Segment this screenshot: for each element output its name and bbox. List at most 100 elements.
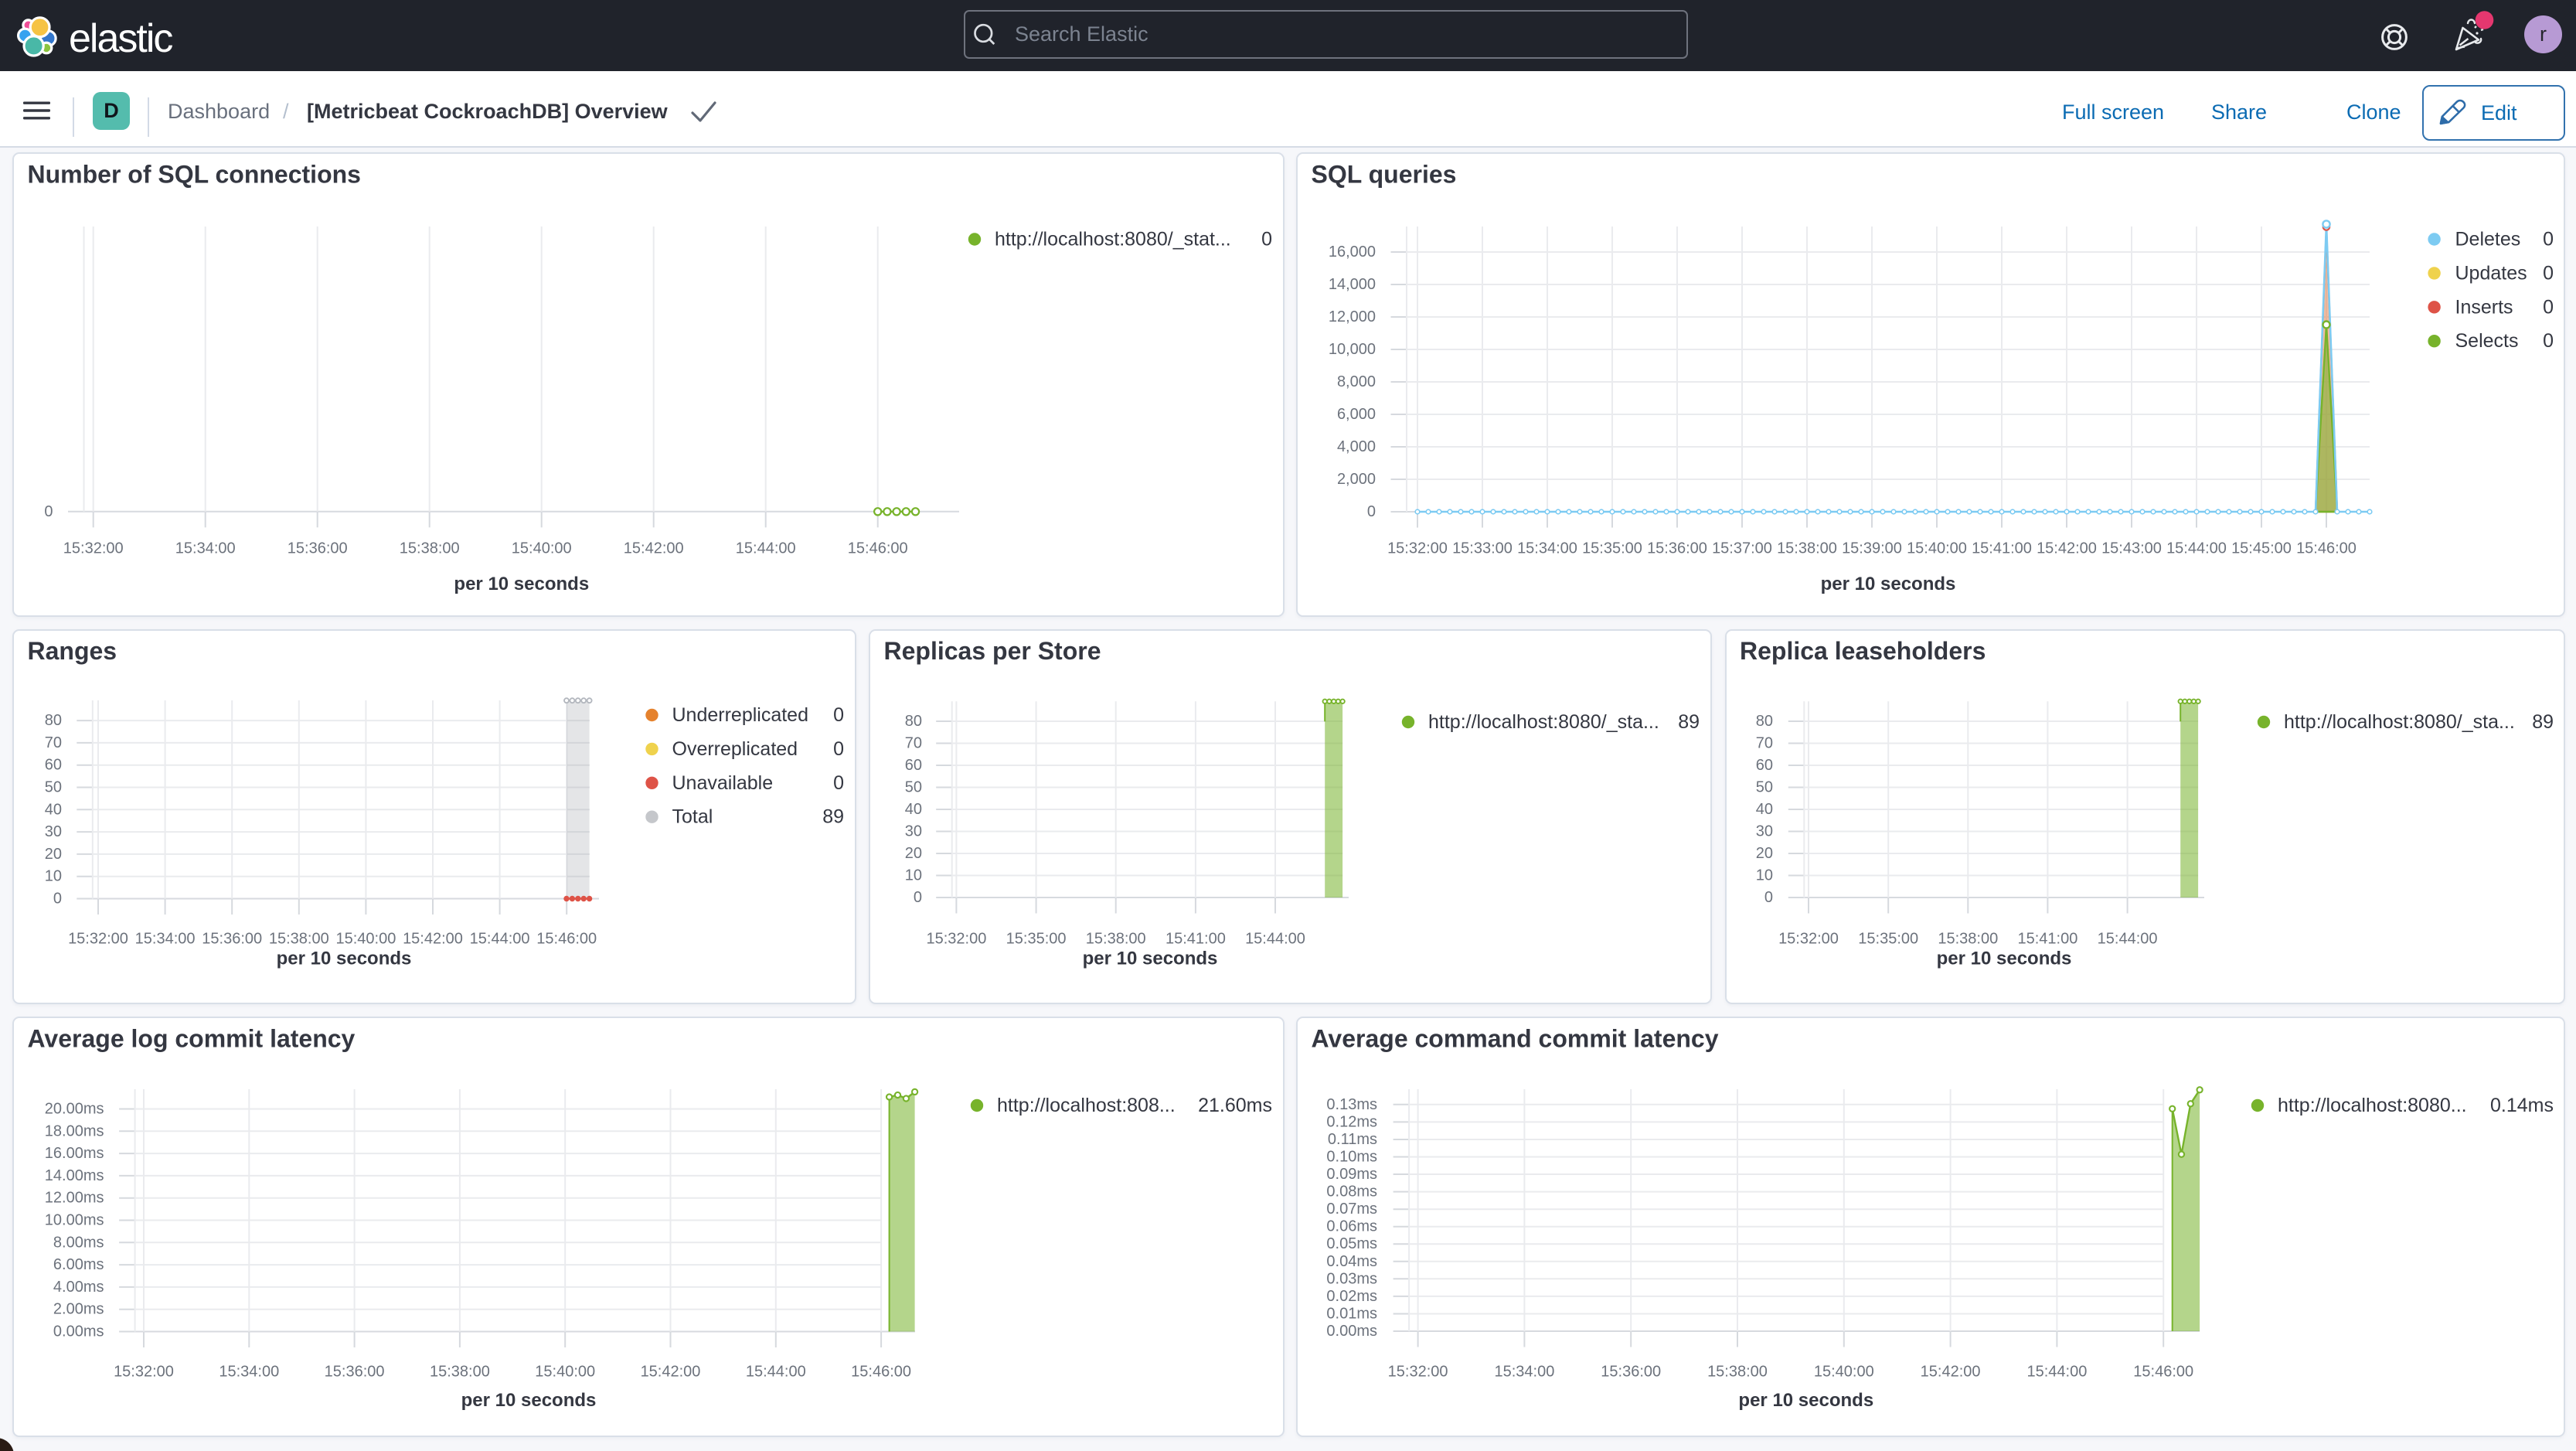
svg-text:15:42:00: 15:42:00 <box>641 1363 701 1380</box>
svg-text:SQL queries: SQL queries <box>1312 161 1457 189</box>
svg-text:15:40:00: 15:40:00 <box>512 540 572 557</box>
svg-text:70: 70 <box>905 735 922 752</box>
svg-text:50: 50 <box>1756 779 1773 796</box>
svg-text:89: 89 <box>1678 711 1700 733</box>
svg-text:0.07ms: 0.07ms <box>1326 1201 1377 1218</box>
svg-text:0.14ms: 0.14ms <box>2490 1095 2554 1116</box>
svg-text:Total: Total <box>672 806 713 828</box>
svg-text:0.03ms: 0.03ms <box>1326 1270 1377 1287</box>
svg-text:15:44:00: 15:44:00 <box>470 931 530 948</box>
svg-text:12,000: 12,000 <box>1329 308 1376 325</box>
svg-text:0.08ms: 0.08ms <box>1326 1184 1377 1201</box>
svg-text:15:34:00: 15:34:00 <box>135 931 196 948</box>
svg-text:per 10 seconds: per 10 seconds <box>461 1390 597 1411</box>
svg-text:15:41:00: 15:41:00 <box>2017 931 2077 948</box>
svg-text:0: 0 <box>914 889 922 906</box>
svg-text:15:40:00: 15:40:00 <box>535 1363 595 1380</box>
svg-text:Unavailable: Unavailable <box>672 772 774 794</box>
svg-text:15:36:00: 15:36:00 <box>288 540 348 557</box>
svg-text:15:41:00: 15:41:00 <box>1165 931 1226 948</box>
svg-text:per 10 seconds: per 10 seconds <box>277 949 412 969</box>
svg-text:0.11ms: 0.11ms <box>1328 1131 1377 1148</box>
svg-text:10,000: 10,000 <box>1329 341 1376 358</box>
svg-text:15:38:00: 15:38:00 <box>1938 931 1998 948</box>
svg-text:per 10 seconds: per 10 seconds <box>1937 949 2072 969</box>
svg-text:15:41:00: 15:41:00 <box>1972 540 2032 557</box>
svg-text:15:43:00: 15:43:00 <box>2101 540 2162 557</box>
svg-text:http://localhost:8080/_sta...: http://localhost:8080/_sta... <box>2284 711 2515 733</box>
svg-text:0.01ms: 0.01ms <box>1326 1306 1377 1323</box>
svg-text:15:32:00: 15:32:00 <box>926 931 986 948</box>
svg-text:15:40:00: 15:40:00 <box>1907 540 1967 557</box>
svg-text:15:37:00: 15:37:00 <box>1712 540 1772 557</box>
svg-text:10.00ms: 10.00ms <box>45 1212 104 1229</box>
svg-text:Overreplicated: Overreplicated <box>672 738 798 760</box>
svg-text:15:34:00: 15:34:00 <box>1494 1363 1554 1380</box>
svg-text:14.00ms: 14.00ms <box>45 1167 104 1184</box>
svg-text:70: 70 <box>45 734 62 751</box>
svg-text:60: 60 <box>1756 757 1773 774</box>
svg-text:15:38:00: 15:38:00 <box>430 1363 490 1380</box>
svg-text:15:42:00: 15:42:00 <box>2037 540 2097 557</box>
svg-text:60: 60 <box>905 757 922 774</box>
svg-text:16,000: 16,000 <box>1329 244 1376 261</box>
svg-text:15:36:00: 15:36:00 <box>325 1363 385 1380</box>
svg-text:15:36:00: 15:36:00 <box>1647 540 1707 557</box>
svg-text:15:40:00: 15:40:00 <box>335 931 396 948</box>
svg-text:0: 0 <box>44 503 53 520</box>
svg-text:0.10ms: 0.10ms <box>1326 1149 1377 1166</box>
svg-text:0: 0 <box>53 891 62 908</box>
svg-text:0: 0 <box>833 704 844 726</box>
svg-text:15:44:00: 15:44:00 <box>746 1363 806 1380</box>
svg-text:30: 30 <box>905 823 922 840</box>
svg-text:Ranges: Ranges <box>28 637 117 665</box>
svg-text:15:42:00: 15:42:00 <box>403 931 463 948</box>
svg-text:15:39:00: 15:39:00 <box>1842 540 1902 557</box>
svg-text:15:44:00: 15:44:00 <box>2098 931 2158 948</box>
svg-text:0.02ms: 0.02ms <box>1326 1288 1377 1305</box>
svg-text:6,000: 6,000 <box>1337 406 1376 423</box>
svg-text:15:46:00: 15:46:00 <box>851 1363 911 1380</box>
svg-text:70: 70 <box>1756 735 1773 752</box>
svg-text:6.00ms: 6.00ms <box>53 1256 104 1273</box>
svg-text:15:32:00: 15:32:00 <box>1778 931 1839 948</box>
svg-text:0.13ms: 0.13ms <box>1326 1096 1377 1113</box>
svg-text:20.00ms: 20.00ms <box>45 1101 104 1118</box>
svg-text:15:32:00: 15:32:00 <box>114 1363 174 1380</box>
svg-text:15:42:00: 15:42:00 <box>1921 1363 1981 1380</box>
svg-text:Average log commit latency: Average log commit latency <box>28 1025 356 1053</box>
svg-text:2.00ms: 2.00ms <box>53 1301 104 1318</box>
svg-text:Number of SQL connections: Number of SQL connections <box>28 161 361 189</box>
svg-text:15:38:00: 15:38:00 <box>1777 540 1837 557</box>
svg-text:15:35:00: 15:35:00 <box>1858 931 1918 948</box>
svg-text:15:44:00: 15:44:00 <box>2026 1363 2087 1380</box>
svg-text:15:45:00: 15:45:00 <box>2231 540 2292 557</box>
svg-text:4,000: 4,000 <box>1337 438 1376 455</box>
svg-text:Underreplicated: Underreplicated <box>672 704 809 726</box>
svg-text:8,000: 8,000 <box>1337 373 1376 390</box>
svg-text:15:46:00: 15:46:00 <box>2133 1363 2193 1380</box>
svg-text:89: 89 <box>822 806 844 828</box>
svg-text:0.00ms: 0.00ms <box>1326 1323 1377 1340</box>
svg-text:15:32:00: 15:32:00 <box>1387 540 1448 557</box>
svg-text:15:35:00: 15:35:00 <box>1006 931 1067 948</box>
svg-text:15:38:00: 15:38:00 <box>269 931 329 948</box>
svg-text:per 10 seconds: per 10 seconds <box>1083 949 1218 969</box>
svg-text:Replica leaseholders: Replica leaseholders <box>1740 637 1986 665</box>
svg-text:30: 30 <box>1756 823 1773 840</box>
svg-text:per 10 seconds: per 10 seconds <box>1738 1390 1873 1411</box>
svg-text:Updates: Updates <box>2455 262 2527 284</box>
svg-text:0: 0 <box>2543 296 2554 318</box>
svg-text:15:40:00: 15:40:00 <box>1814 1363 1874 1380</box>
svg-text:Inserts: Inserts <box>2455 296 2513 318</box>
svg-text:0.12ms: 0.12ms <box>1326 1113 1377 1130</box>
svg-text:16.00ms: 16.00ms <box>45 1145 104 1162</box>
svg-text:15:44:00: 15:44:00 <box>1245 931 1305 948</box>
svg-text:18.00ms: 18.00ms <box>45 1122 104 1139</box>
svg-text:80: 80 <box>45 712 62 729</box>
svg-text:http://localhost:8080/_sta...: http://localhost:8080/_sta... <box>1428 711 1659 733</box>
svg-text:80: 80 <box>1756 713 1773 730</box>
svg-text:Selects: Selects <box>2455 330 2519 352</box>
svg-text:10: 10 <box>45 868 62 885</box>
svg-text:10: 10 <box>1756 867 1773 884</box>
